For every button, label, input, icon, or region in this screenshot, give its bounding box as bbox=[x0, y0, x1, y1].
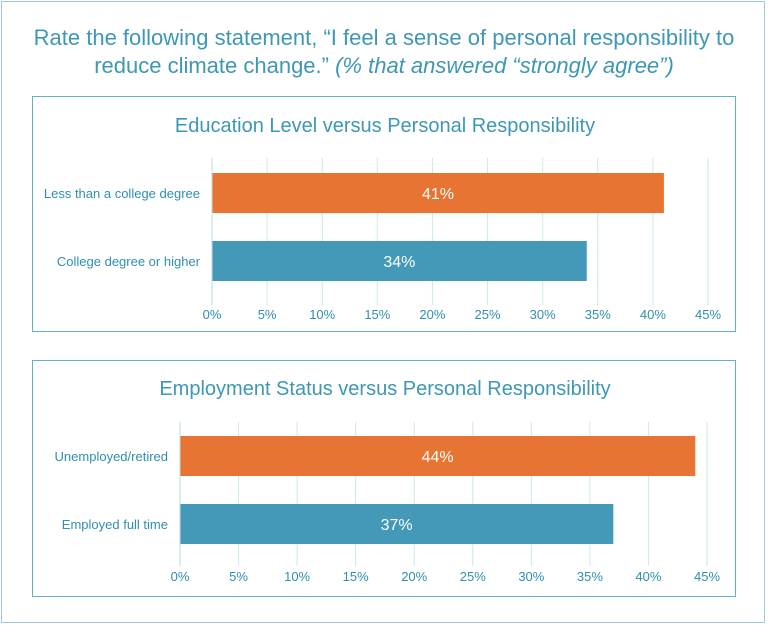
employment-chart: Employment Status versus Personal Respon… bbox=[55, 378, 721, 584]
x-tick-label: 40% bbox=[640, 307, 666, 322]
x-tick-label: 10% bbox=[284, 569, 310, 584]
x-tick-label: 35% bbox=[585, 307, 611, 322]
figure-title-sub: (% that answered “strongly agree”) bbox=[335, 53, 674, 78]
x-tick-label: 10% bbox=[309, 307, 335, 322]
chart-title: Employment Status versus Personal Respon… bbox=[159, 378, 610, 400]
x-tick-label: 45% bbox=[695, 307, 721, 322]
x-tick-label: 0% bbox=[171, 569, 190, 584]
data-label: 37% bbox=[381, 517, 413, 534]
x-tick-label: 45% bbox=[694, 569, 720, 584]
x-tick-label: 30% bbox=[530, 307, 556, 322]
data-label: 44% bbox=[422, 449, 454, 466]
category-label: Unemployed/retired bbox=[55, 449, 168, 464]
data-label: 41% bbox=[422, 186, 454, 203]
x-tick-label: 30% bbox=[518, 569, 544, 584]
x-tick-label: 25% bbox=[460, 569, 486, 584]
x-tick-label: 40% bbox=[635, 569, 661, 584]
chart-title: Education Level versus Personal Responsi… bbox=[175, 115, 595, 137]
bar bbox=[180, 504, 614, 544]
category-label: College degree or higher bbox=[57, 254, 201, 269]
bar bbox=[212, 173, 664, 213]
education-chart-panel: Education Level versus Personal Responsi… bbox=[32, 96, 736, 332]
x-tick-label: 5% bbox=[229, 569, 248, 584]
x-tick-label: 20% bbox=[401, 569, 427, 584]
education-chart: Education Level versus Personal Responsi… bbox=[44, 115, 722, 322]
data-label: 34% bbox=[383, 254, 415, 271]
x-tick-label: 35% bbox=[577, 569, 603, 584]
x-tick-label: 0% bbox=[203, 307, 222, 322]
figure-title: Rate the following statement, “I feel a … bbox=[20, 24, 748, 80]
x-tick-label: 5% bbox=[258, 307, 277, 322]
category-label: Employed full time bbox=[62, 517, 168, 532]
x-tick-label: 20% bbox=[419, 307, 445, 322]
bar bbox=[212, 241, 587, 281]
employment-chart-panel: Employment Status versus Personal Respon… bbox=[32, 360, 736, 597]
x-tick-label: 15% bbox=[343, 569, 369, 584]
x-tick-label: 25% bbox=[475, 307, 501, 322]
figure-title-main: Rate the following statement, “I feel a … bbox=[33, 25, 735, 78]
category-label: Less than a college degree bbox=[44, 186, 200, 201]
bar bbox=[180, 436, 696, 476]
x-tick-label: 15% bbox=[364, 307, 390, 322]
